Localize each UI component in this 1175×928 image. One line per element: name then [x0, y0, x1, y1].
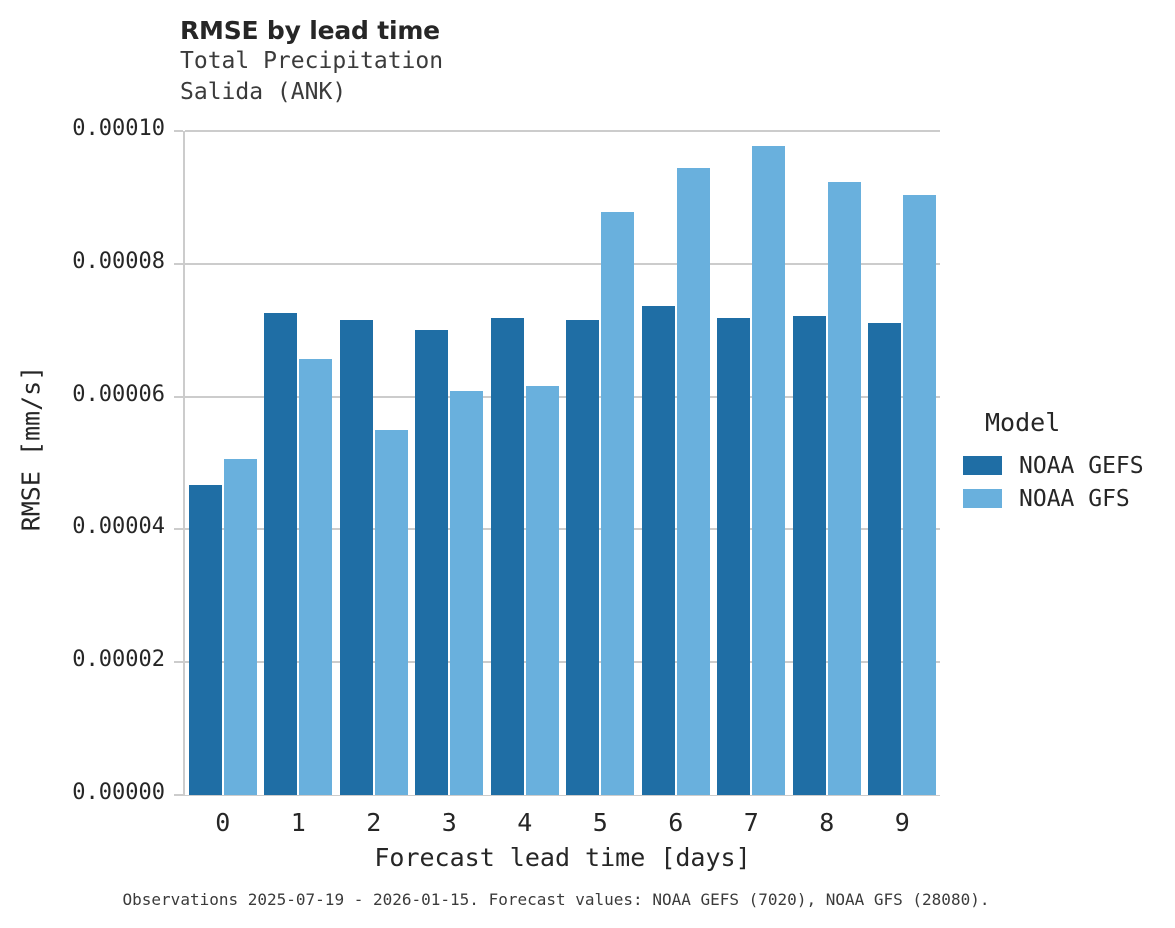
- title-block: RMSE by lead time Total Precipitation Sa…: [180, 16, 940, 108]
- bar-noaa-gefs-day-1[interactable]: [264, 312, 298, 795]
- legend-item-noaa-gfs[interactable]: NOAA GFS: [963, 482, 1144, 515]
- bar-noaa-gfs-day-3[interactable]: [450, 390, 484, 795]
- legend-swatch-icon-noaa-gfs: [963, 489, 1002, 508]
- bar-noaa-gfs-day-4[interactable]: [525, 385, 559, 795]
- chart-subtitle-variable: Total Precipitation: [180, 48, 444, 74]
- gridline: [185, 262, 940, 265]
- y-axis-line: [183, 131, 185, 795]
- x-tick-label-0: 0: [215, 808, 231, 837]
- bar-noaa-gfs-day-7[interactable]: [752, 146, 786, 795]
- gridline: [185, 395, 940, 398]
- x-tick-label-2: 2: [366, 808, 382, 837]
- y-tick-label: 0.00002: [72, 647, 165, 673]
- y-tickmark: [174, 262, 183, 265]
- bar-noaa-gefs-day-2[interactable]: [339, 320, 373, 795]
- bar-noaa-gefs-day-6[interactable]: [641, 305, 675, 795]
- bar-noaa-gefs-day-0[interactable]: [188, 484, 222, 795]
- x-tick-label-4: 4: [517, 808, 533, 837]
- x-tick-label-9: 9: [894, 808, 910, 837]
- gridline: [185, 130, 940, 132]
- x-tick-label-1: 1: [290, 808, 306, 837]
- y-tickmark: [174, 794, 183, 796]
- bar-noaa-gfs-day-1[interactable]: [299, 359, 333, 795]
- legend-label-noaa-gefs: NOAA GEFS: [1019, 452, 1144, 479]
- y-tick-label: 0.00000: [72, 780, 165, 805]
- x-tick-label-6: 6: [668, 808, 684, 837]
- bar-noaa-gefs-day-8[interactable]: [792, 316, 826, 795]
- footnote: Observations 2025-07-19 - 2026-01-15. Fo…: [122, 890, 990, 909]
- y-axis-label: RMSE [mm/s]: [16, 365, 46, 532]
- y-tick-label: 0.00008: [72, 248, 165, 274]
- chart-subtitle-location: Salida (ANK): [180, 79, 347, 105]
- bar-noaa-gfs-day-9[interactable]: [903, 194, 937, 795]
- bar-noaa-gefs-day-7[interactable]: [717, 317, 751, 795]
- y-tickmark: [174, 395, 183, 398]
- x-axis-line: [183, 794, 940, 796]
- legend-label-noaa-gfs: NOAA GFS: [1019, 485, 1130, 512]
- x-tick-label-3: 3: [441, 808, 457, 837]
- bar-noaa-gefs-day-5[interactable]: [566, 319, 600, 795]
- y-tick-label: 0.00004: [72, 514, 165, 540]
- x-tick-label-5: 5: [592, 808, 608, 837]
- y-tickmark: [174, 130, 183, 132]
- legend-item-noaa-gefs[interactable]: NOAA GEFS: [963, 449, 1144, 482]
- x-tick-label-7: 7: [743, 808, 759, 837]
- gridline: [185, 528, 940, 531]
- bar-noaa-gfs-day-2[interactable]: [374, 430, 408, 795]
- bar-noaa-gfs-day-6[interactable]: [676, 168, 710, 795]
- legend: Model NOAA GEFS NOAA GFS: [963, 408, 1144, 515]
- bar-noaa-gefs-day-4[interactable]: [490, 317, 524, 795]
- gridline: [185, 661, 940, 664]
- page-title: RMSE by lead time: [180, 16, 440, 45]
- bar-noaa-gfs-day-8[interactable]: [827, 182, 861, 795]
- plot-area: [185, 130, 940, 795]
- legend-swatch-icon-noaa-gefs: [963, 456, 1002, 475]
- y-tick-label: 0.00006: [72, 381, 165, 407]
- bar-noaa-gefs-day-9[interactable]: [868, 322, 902, 795]
- y-tick-label: 0.00010: [72, 116, 165, 141]
- bar-noaa-gfs-day-5[interactable]: [601, 212, 635, 795]
- x-axis-label: Forecast lead time [days]: [374, 843, 751, 872]
- x-tick-label-8: 8: [819, 808, 835, 837]
- bar-noaa-gfs-day-0[interactable]: [223, 459, 257, 795]
- bar-noaa-gefs-day-3[interactable]: [415, 330, 449, 795]
- y-tickmark: [174, 661, 183, 664]
- legend-title: Model: [985, 408, 1061, 437]
- y-tickmark: [174, 528, 183, 531]
